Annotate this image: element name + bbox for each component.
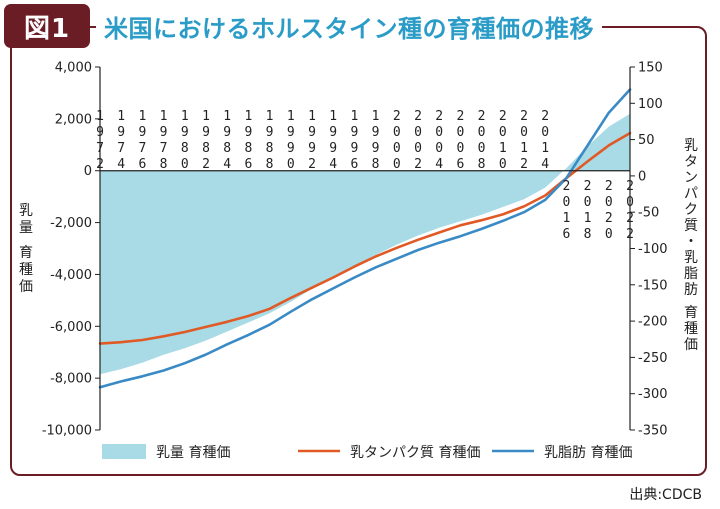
left-tick-label: -10,000: [42, 424, 92, 439]
right-tick-label: -50: [638, 206, 659, 221]
left-tick-label: -6,000: [50, 320, 92, 335]
chart-title: 米国におけるホルスタイン種の育種価の推移: [104, 14, 594, 43]
protein-line: [98, 131, 632, 345]
source-note: 出典:CDCB: [629, 487, 702, 503]
right-tick-label: 50: [638, 133, 655, 148]
right-axis-label-part1: 乳タンパク質・乳脂肪: [684, 138, 698, 298]
right-tick-label: 0: [638, 169, 646, 184]
left-tick-label: 0: [84, 164, 92, 179]
legend-milk-swatch: [102, 444, 146, 459]
right-tick-label: -150: [638, 278, 668, 293]
legend-milk-label: 乳量 育種価: [156, 445, 230, 461]
right-tick-label: -250: [638, 351, 668, 366]
milk-area: [100, 113, 630, 375]
left-tick-label: -8,000: [50, 372, 92, 387]
figure-badge: 図1: [4, 4, 90, 48]
legend-fat-label: 乳脂肪 育種価: [544, 445, 632, 461]
right-tick-label: 150: [638, 61, 663, 76]
right-tick-label: -300: [638, 387, 668, 402]
fat-line: [98, 88, 632, 389]
left-tick-label: -4,000: [50, 268, 92, 283]
right-tick-label: -200: [638, 315, 668, 330]
left-tick-label: 2,000: [55, 112, 92, 127]
right-tick-label: -350: [638, 424, 668, 439]
left-tick-label: 4,000: [55, 61, 92, 76]
left-axis-label-part1: 乳量: [19, 203, 33, 236]
left-axis-label-part2: 育種価: [19, 245, 33, 295]
right-tick-label: 100: [638, 97, 663, 112]
left-tick-label: -2,000: [50, 216, 92, 231]
legend-protein-label: 乳タンパク質 育種価: [350, 445, 480, 461]
right-axis-label-part2: 育種価: [684, 305, 698, 353]
title-band: 米国におけるホルスタイン種の育種価の推移: [96, 8, 602, 44]
right-tick-label: -100: [638, 242, 668, 257]
